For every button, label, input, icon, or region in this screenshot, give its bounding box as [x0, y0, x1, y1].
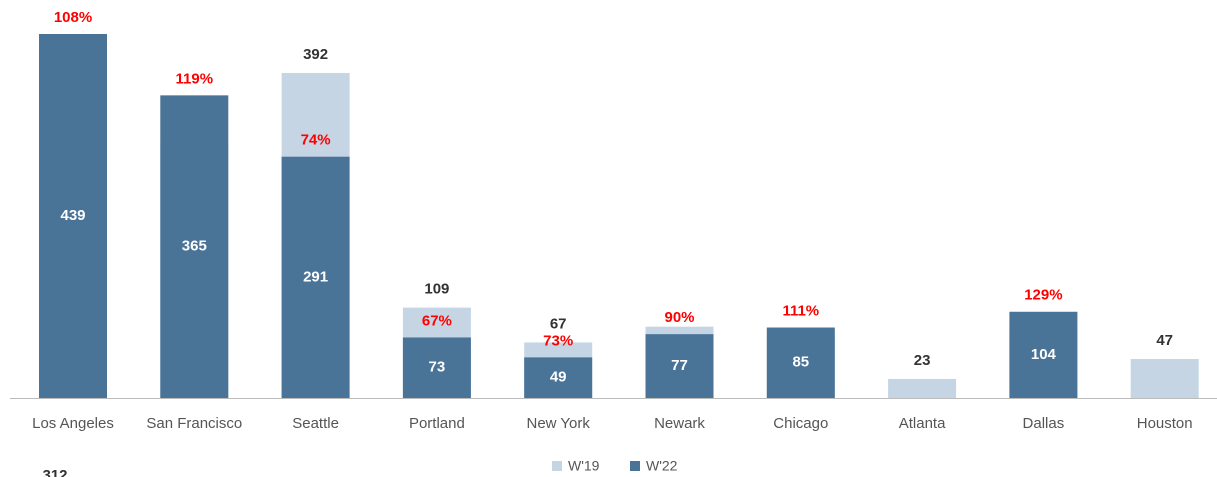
- x-tick-label: Houston: [1137, 415, 1193, 432]
- bar-value-label: 291: [303, 268, 328, 285]
- ratio-label: 129%: [1024, 287, 1062, 304]
- bar-value-label: 23: [914, 352, 931, 369]
- bar: [1009, 311, 1078, 398]
- ratio-label: 111%: [782, 302, 819, 319]
- bar: [888, 378, 957, 398]
- x-tick-label: Newark: [654, 415, 705, 432]
- ratio-label: 74%: [301, 132, 331, 149]
- x-tick-label: Dallas: [1023, 415, 1065, 432]
- x-tick-label: Chicago: [773, 415, 828, 432]
- legend-label: W'22: [646, 458, 678, 474]
- bar: [645, 334, 714, 398]
- bar: [160, 95, 229, 399]
- ratio-label: 73%: [543, 332, 573, 349]
- x-tick-label: Los Angeles: [32, 415, 114, 432]
- legend-swatch: [552, 461, 562, 471]
- bar: [39, 33, 107, 398]
- bar-value-label: 67: [550, 315, 567, 332]
- ratio-label: 119%: [176, 70, 214, 87]
- bar-value-label: 47: [1156, 332, 1173, 349]
- bar: [402, 337, 471, 398]
- x-tick-label: Seattle: [292, 415, 339, 432]
- ratio-label: 108%: [54, 9, 92, 26]
- bar-value-label: 109: [424, 281, 449, 298]
- bar: [524, 357, 593, 398]
- x-tick-label: Portland: [409, 415, 465, 432]
- x-tick-label: Atlanta: [899, 415, 946, 432]
- x-tick-label: New York: [527, 415, 591, 432]
- bar: [766, 327, 835, 398]
- ratio-label: 90%: [664, 309, 694, 326]
- bar: [281, 156, 350, 398]
- bar-value-label: 365: [182, 238, 207, 255]
- bar-value-label: 49: [550, 369, 567, 386]
- bar-value-label: 73: [429, 359, 446, 376]
- legend-label: W'19: [568, 458, 600, 474]
- bar-value-label: 392: [303, 46, 328, 63]
- bar: [1130, 359, 1199, 398]
- bar-value-label: 85: [792, 354, 809, 371]
- legend-swatch: [630, 461, 640, 471]
- bar-value-label: 439: [60, 207, 85, 224]
- ratio-label: 67%: [422, 312, 452, 329]
- bar-value-label: 77: [671, 357, 688, 374]
- bar-value-label: 104: [1031, 346, 1057, 363]
- stray-label: 312: [42, 467, 67, 477]
- x-tick-label: San Francisco: [146, 415, 242, 432]
